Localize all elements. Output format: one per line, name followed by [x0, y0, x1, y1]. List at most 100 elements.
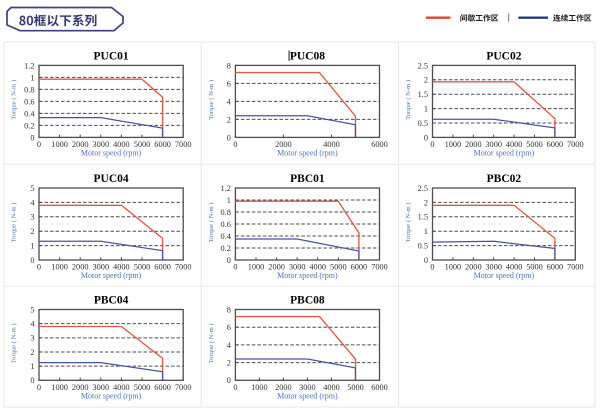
svg-text:2000: 2000 [465, 140, 482, 149]
svg-text:4000: 4000 [323, 140, 340, 149]
svg-text:1000: 1000 [51, 383, 68, 392]
svg-text:6000: 6000 [154, 140, 171, 149]
svg-text:0.5: 0.5 [418, 242, 428, 251]
svg-text:0: 0 [233, 383, 237, 392]
svg-text:1000: 1000 [251, 383, 268, 392]
svg-text:6000: 6000 [371, 383, 388, 392]
svg-text:1.2: 1.2 [24, 61, 34, 70]
svg-text:Motor speed (rpm): Motor speed (rpm) [81, 271, 142, 280]
svg-text:3: 3 [30, 213, 34, 222]
svg-text:0: 0 [37, 263, 41, 272]
svg-text:2: 2 [227, 115, 231, 124]
svg-text:7000: 7000 [567, 140, 584, 149]
svg-text:0: 0 [227, 133, 231, 142]
svg-text:0.5: 0.5 [418, 119, 428, 128]
svg-text:7000: 7000 [175, 383, 192, 392]
svg-text:6000: 6000 [154, 383, 171, 392]
svg-text:1000: 1000 [51, 140, 68, 149]
svg-text:4000: 4000 [113, 140, 130, 149]
svg-text:1: 1 [424, 105, 428, 114]
svg-text:1: 1 [30, 242, 34, 251]
svg-text:1: 1 [424, 227, 428, 236]
svg-text:1.2: 1.2 [221, 184, 231, 193]
svg-text:2: 2 [30, 227, 34, 236]
svg-text:6: 6 [227, 79, 231, 88]
svg-text:2: 2 [424, 76, 428, 85]
svg-text:7000: 7000 [175, 140, 192, 149]
svg-text:0.6: 0.6 [221, 220, 231, 229]
svg-text:PUC04: PUC04 [94, 173, 129, 185]
svg-text:0: 0 [30, 376, 34, 385]
svg-text:4000: 4000 [323, 383, 340, 392]
svg-text:4000: 4000 [506, 263, 523, 272]
svg-text:3000: 3000 [485, 140, 502, 149]
svg-text:5000: 5000 [134, 383, 151, 392]
svg-text:3000: 3000 [93, 263, 110, 272]
svg-text:3000: 3000 [299, 383, 316, 392]
svg-text:6000: 6000 [547, 140, 564, 149]
svg-text:5000: 5000 [134, 263, 151, 272]
svg-text:Torque ( N-m ): Torque ( N-m ) [11, 323, 18, 363]
svg-text:0: 0 [37, 383, 41, 392]
svg-text:PUC01: PUC01 [94, 51, 129, 63]
svg-text:Motor speed (rpm): Motor speed (rpm) [81, 149, 142, 158]
svg-text:7000: 7000 [175, 263, 192, 272]
svg-text:0: 0 [30, 133, 34, 142]
svg-text:1: 1 [30, 73, 34, 82]
svg-text:Motor speed (rpm): Motor speed (rpm) [277, 149, 338, 158]
svg-text:6000: 6000 [547, 263, 564, 272]
svg-text:5: 5 [30, 305, 34, 314]
svg-text:0.6: 0.6 [24, 97, 34, 106]
svg-text:2000: 2000 [72, 263, 89, 272]
svg-text:1: 1 [30, 362, 34, 371]
svg-text:0: 0 [37, 140, 41, 149]
svg-text:PBC02: PBC02 [487, 173, 522, 185]
svg-text:5000: 5000 [347, 383, 364, 392]
svg-text:0.4: 0.4 [221, 232, 232, 241]
svg-text:2.5: 2.5 [418, 61, 428, 70]
svg-text:0.8: 0.8 [221, 208, 231, 217]
svg-text:2: 2 [424, 198, 428, 207]
svg-text:3: 3 [30, 334, 34, 343]
svg-text:1000: 1000 [248, 263, 265, 272]
svg-text:5000: 5000 [330, 263, 347, 272]
svg-text:0: 0 [430, 140, 434, 149]
svg-text:1.5: 1.5 [418, 90, 428, 99]
svg-text:2.5: 2.5 [418, 184, 428, 193]
svg-text:3000: 3000 [93, 140, 110, 149]
svg-text:5000: 5000 [526, 263, 543, 272]
svg-text:0: 0 [227, 256, 231, 265]
svg-text:5000: 5000 [526, 140, 543, 149]
svg-text:1000: 1000 [51, 263, 68, 272]
svg-text:4: 4 [30, 198, 35, 207]
svg-text:PBC01: PBC01 [290, 173, 325, 185]
svg-text:8: 8 [227, 61, 231, 70]
svg-text:1: 1 [227, 196, 231, 205]
svg-text:6000: 6000 [154, 263, 171, 272]
svg-text:Motor speed (rpm): Motor speed (rpm) [474, 271, 535, 280]
svg-text:Motor speed (rpm): Motor speed (rpm) [277, 271, 338, 280]
svg-text:4000: 4000 [113, 383, 130, 392]
svg-text:0: 0 [233, 140, 237, 149]
svg-text:2: 2 [30, 348, 34, 357]
svg-text:4: 4 [227, 97, 232, 106]
svg-text:1000: 1000 [445, 263, 462, 272]
svg-text:2000: 2000 [72, 140, 89, 149]
svg-text:PBC08: PBC08 [290, 295, 325, 307]
svg-text:Motor speed (rpm): Motor speed (rpm) [81, 392, 142, 401]
svg-text:4000: 4000 [506, 140, 523, 149]
svg-text:0: 0 [227, 376, 231, 385]
svg-text:6000: 6000 [351, 263, 368, 272]
svg-text:0.2: 0.2 [24, 121, 34, 130]
svg-text:Torque ( N-m ): Torque ( N-m ) [11, 202, 18, 242]
svg-text:4000: 4000 [309, 263, 326, 272]
svg-text:7000: 7000 [567, 263, 584, 272]
svg-text:3000: 3000 [93, 383, 110, 392]
svg-text:6000: 6000 [371, 140, 388, 149]
svg-text:2000: 2000 [268, 263, 285, 272]
svg-text:3000: 3000 [485, 263, 502, 272]
svg-text:2000: 2000 [275, 140, 292, 149]
svg-text:PUC02: PUC02 [486, 51, 521, 63]
svg-text:5: 5 [30, 184, 34, 193]
svg-text:0: 0 [30, 256, 34, 265]
